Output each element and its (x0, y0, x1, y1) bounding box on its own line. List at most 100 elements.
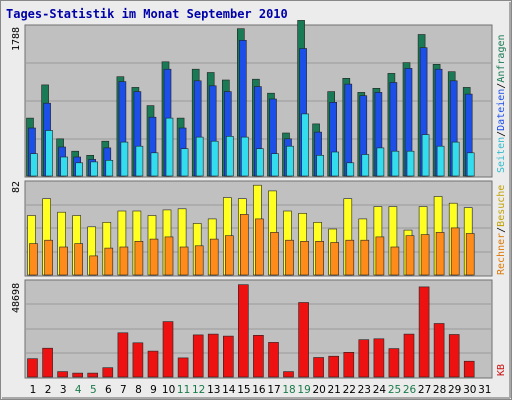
bar-seiten (256, 148, 264, 177)
bar-rechner (194, 245, 204, 276)
day-label: 11 (177, 384, 190, 396)
bar-rechner (330, 242, 340, 276)
bar-rechner (74, 243, 83, 276)
bar-seiten (165, 117, 174, 177)
bar-rechner (315, 241, 324, 276)
bar-seiten (195, 136, 204, 177)
bar-rechner (345, 239, 355, 276)
side-label-sep: / (496, 227, 507, 233)
bar-kb (253, 334, 264, 378)
bar-rechner (435, 232, 445, 276)
bar-kb (177, 357, 189, 378)
bar-kb (388, 348, 400, 378)
bar-kb (102, 367, 114, 378)
day-label: 21 (328, 384, 341, 396)
bar-kb (117, 332, 129, 378)
bar-rechner (104, 247, 114, 276)
bar-seiten (466, 152, 475, 177)
bar-rechner (465, 233, 475, 276)
bar-seiten (346, 162, 355, 177)
bar-seiten (90, 161, 98, 177)
bar-rechner (164, 236, 174, 276)
day-label: 13 (207, 384, 220, 396)
bar-kb (343, 351, 355, 378)
bar-rechner (59, 246, 68, 276)
day-label: 6 (105, 384, 112, 396)
day-label: 31 (478, 384, 491, 396)
day-label: 5 (90, 384, 97, 396)
bar-kb (147, 350, 159, 378)
side-label-seiten: Seiten (496, 137, 507, 173)
bar-seiten (75, 162, 83, 177)
day-label: 7 (120, 384, 127, 396)
side-label-middle: Rechner/Besuche (496, 185, 507, 275)
bar-rechner (375, 236, 385, 276)
day-label: 28 (433, 384, 446, 396)
bar-rechner (240, 214, 249, 276)
day-label: 25 (388, 384, 401, 396)
bar-kb (27, 358, 38, 378)
bar-seiten (135, 145, 144, 177)
bar-dateien (344, 83, 353, 177)
side-label-kb: KB (496, 364, 507, 376)
day-label: 8 (135, 384, 142, 396)
bar-seiten (406, 150, 415, 177)
day-label: 22 (343, 384, 356, 396)
bar-kb (268, 342, 279, 378)
bar-seiten (30, 153, 38, 177)
bar-seiten (301, 113, 309, 177)
day-label: 30 (463, 384, 476, 396)
bar-kb (463, 360, 475, 378)
bar-rechner (209, 238, 219, 276)
day-label: 27 (418, 384, 431, 396)
bar-seiten (120, 141, 129, 177)
bar-kb (223, 335, 234, 378)
chart-title: Tages-Statistik im Monat September 2010 (6, 7, 288, 21)
bar-seiten (45, 130, 53, 177)
day-labels: 1 2 3 4 5 6 7 8 9 10 11 12 13 14 15 16 17 18 19 20 21 22 23 24 2… (30, 384, 492, 396)
bar-rechner (225, 235, 234, 276)
bar-rechner (179, 246, 189, 276)
bar-seiten (331, 151, 340, 177)
bar-kb (192, 334, 204, 378)
bar-kb (373, 338, 385, 378)
bar-marks (26, 20, 475, 378)
day-label: 4 (75, 384, 82, 396)
bar-kb (283, 371, 294, 378)
bar-seiten (271, 153, 279, 177)
bar-rechner (300, 241, 309, 276)
bar-kb (162, 321, 174, 378)
day-label: 15 (237, 384, 250, 396)
day-label: 2 (45, 384, 52, 396)
side-label-besuche: Besuche (496, 185, 507, 227)
bar-kb (42, 347, 53, 378)
bar-kb (448, 334, 460, 378)
bar-seiten (391, 150, 400, 177)
bar-rechner (149, 238, 159, 276)
day-label: 18 (282, 384, 295, 396)
bar-kb (72, 372, 83, 378)
bar-seiten (316, 155, 324, 177)
bar-seiten (286, 145, 294, 177)
ymax-label-bottom: 48698 (11, 283, 22, 313)
bar-seiten (60, 156, 68, 177)
side-label-top: Seiten/Dateien/Anfragen (496, 34, 507, 173)
day-label: 10 (162, 384, 175, 396)
bar-rechner (119, 246, 129, 276)
bar-seiten (451, 141, 460, 177)
bar-kb (418, 286, 430, 378)
bar-rechner (44, 239, 53, 276)
day-label: 19 (297, 384, 310, 396)
bar-rechner (405, 235, 415, 276)
bar-seiten (226, 136, 234, 177)
bar-kb (238, 284, 249, 378)
bar-rechner (255, 218, 264, 276)
day-label: 20 (313, 384, 326, 396)
bar-rechner (134, 241, 144, 276)
day-label: 16 (252, 384, 266, 396)
bar-kb (358, 339, 370, 378)
bar-seiten (436, 145, 445, 177)
bar-rechner (360, 239, 370, 276)
bar-seiten (421, 134, 430, 177)
